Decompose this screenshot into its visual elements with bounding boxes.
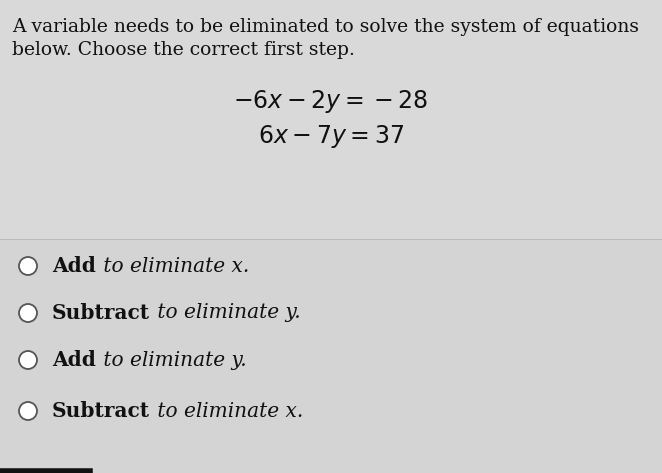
Circle shape [19,402,37,420]
Circle shape [19,257,37,275]
Circle shape [19,351,37,369]
Text: to eliminate y.: to eliminate y. [97,350,246,369]
Text: A variable needs to be eliminated to solve the system of equations: A variable needs to be eliminated to sol… [12,18,639,36]
Text: Subtract: Subtract [52,303,150,323]
Text: Add: Add [52,350,96,370]
Text: $-6x-2y=-28$: $-6x-2y=-28$ [233,88,429,115]
Text: to eliminate y.: to eliminate y. [151,304,301,323]
Text: Subtract: Subtract [52,401,150,421]
FancyBboxPatch shape [0,239,662,473]
Text: $6x-7y=37$: $6x-7y=37$ [258,123,404,150]
Text: Add: Add [52,256,96,276]
Text: to eliminate x.: to eliminate x. [97,256,249,275]
Text: below. Choose the correct first step.: below. Choose the correct first step. [12,41,355,59]
Circle shape [19,304,37,322]
Text: to eliminate x.: to eliminate x. [151,402,303,420]
